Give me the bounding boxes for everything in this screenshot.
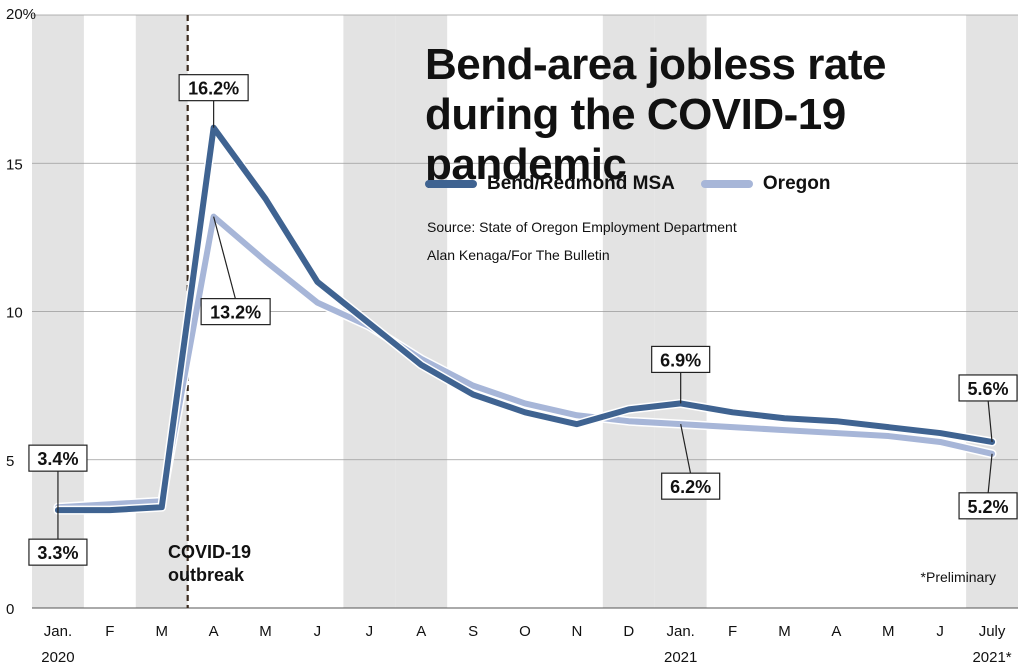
x-tick-label: D xyxy=(623,623,634,640)
x-tick-label: July xyxy=(979,623,1006,640)
x-tick-label: M xyxy=(778,623,791,640)
y-tick-label: 5 xyxy=(6,453,14,470)
y-tick-label: 15 xyxy=(6,156,23,173)
legend: Bend/Redmond MSA Oregon xyxy=(425,173,856,195)
x-tick-label: A xyxy=(416,623,426,640)
x-year-label: 2021 xyxy=(664,649,697,666)
callout-label: 3.4% xyxy=(37,449,78,469)
callout-label: 13.2% xyxy=(210,303,261,323)
source-block: Source: State of Oregon Employment Depar… xyxy=(427,213,737,269)
outbreak-label-line-1: COVID-19 xyxy=(168,542,252,562)
x-tick-label: M xyxy=(882,623,895,640)
x-tick-label: A xyxy=(209,623,219,640)
x-tick-label: M xyxy=(155,623,168,640)
x-tick-label: A xyxy=(831,623,841,640)
callout-box xyxy=(28,538,88,566)
legend-entry-bend: Bend/Redmond MSA xyxy=(425,173,675,195)
x-tick-label: J xyxy=(314,623,322,640)
x-tick-label: F xyxy=(728,623,737,640)
x-tick-label: F xyxy=(105,623,114,640)
y-tick-label: 20% xyxy=(6,6,36,23)
callout-leader xyxy=(680,424,692,475)
outbreak-label: COVID-19 outbreak xyxy=(168,541,251,587)
callout-box xyxy=(28,444,88,472)
y-tick-label: 0 xyxy=(6,601,14,618)
outbreak-label-line-2: outbreak xyxy=(168,565,245,585)
callout-leader xyxy=(987,453,993,494)
callout-box xyxy=(200,298,271,326)
x-tick-label: M xyxy=(259,623,272,640)
callout-leader xyxy=(213,216,237,300)
source-line: Source: State of Oregon Employment Depar… xyxy=(427,219,737,235)
x-year-label: 2021* xyxy=(972,649,1011,666)
chart-title: Bend-area jobless rate during the COVID-… xyxy=(425,40,886,189)
callout-box xyxy=(178,74,249,102)
credit-line: Alan Kenaga/For The Bulletin xyxy=(427,247,610,263)
callout-label: 6.9% xyxy=(660,350,701,370)
x-tick-label: Jan. xyxy=(44,623,72,640)
callout-box xyxy=(651,345,711,374)
x-tick-label: S xyxy=(468,623,478,640)
x-tick-label: Jan. xyxy=(667,623,695,640)
x-tick-label: J xyxy=(936,623,944,640)
callout-leader xyxy=(987,399,993,443)
callout-box xyxy=(958,492,1018,520)
callout-label: 16.2% xyxy=(188,79,239,99)
callout-label: 5.2% xyxy=(968,497,1009,517)
legend-label-oregon: Oregon xyxy=(762,173,831,194)
callout-label: 6.2% xyxy=(670,477,711,497)
callout-box xyxy=(958,374,1018,402)
legend-swatch-bend xyxy=(425,180,477,188)
y-tick-label: 10 xyxy=(6,305,23,322)
x-tick-label: O xyxy=(519,623,531,640)
x-tick-label: N xyxy=(571,623,582,640)
callout-label: 5.6% xyxy=(968,379,1009,399)
callout-box xyxy=(661,472,721,500)
footnote: *Preliminary xyxy=(920,569,996,585)
x-year-label: 2020 xyxy=(41,649,74,666)
callout-label: 3.3% xyxy=(37,543,78,563)
x-tick-label: J xyxy=(366,623,374,640)
legend-entry-oregon: Oregon xyxy=(700,173,831,195)
legend-label-bend: Bend/Redmond MSA xyxy=(487,173,675,194)
legend-swatch-oregon xyxy=(700,180,753,188)
